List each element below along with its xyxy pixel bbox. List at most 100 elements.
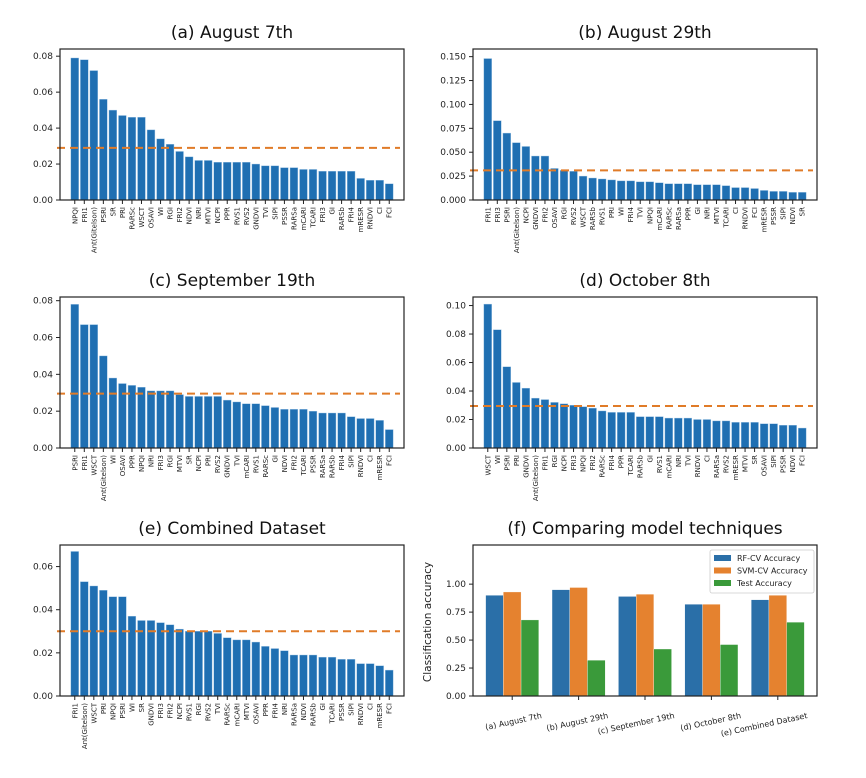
bar-ndvi — [185, 156, 194, 201]
x-tick-label: PPR — [128, 455, 136, 468]
x-tick-label: RVS1 — [186, 703, 194, 721]
x-tick-label: FRI3 — [319, 207, 327, 222]
x-tick-label: SIPI — [770, 455, 778, 468]
y-tick-label: 0.00 — [33, 196, 53, 206]
x-tick-label: RARSc — [599, 455, 607, 478]
y-tick-label: 0.25 — [446, 664, 466, 674]
legend-label: RF-CV Accuracy — [737, 554, 800, 563]
plot-frame — [59, 296, 405, 449]
bar-npqi — [645, 181, 654, 201]
x-tick-label: PRI — [205, 455, 213, 466]
bar-rarsa — [674, 183, 683, 201]
bar-osavi — [146, 129, 156, 201]
bar-rf-cv-accuracy-3 — [618, 596, 637, 697]
bar-mcari — [242, 403, 251, 449]
x-tick-label: RARSc — [128, 207, 136, 230]
bar-tvi — [232, 401, 241, 449]
bar-fci — [385, 183, 394, 201]
x-tick-label: PPR — [684, 207, 692, 220]
x-tick-label: GNDVI — [522, 455, 530, 478]
panel-c-september-19th: (c) September 19th 0.00 0.02 0.04 0.06 0.08 P… — [33, 271, 405, 501]
bar-wsct — [578, 175, 588, 201]
x-tick-label: WI — [494, 455, 502, 464]
x-tick-label: WSCT — [138, 206, 146, 227]
x-tick-label: RNDVI — [357, 703, 365, 725]
bar-mcari — [299, 169, 308, 201]
bar-osavi — [760, 423, 769, 449]
x-tick-label: PPR — [224, 207, 232, 220]
bar-mtvi — [204, 160, 213, 201]
x-tick-label: FRI1 — [81, 207, 89, 222]
x-tick-label: CI — [367, 455, 375, 462]
plot-frame — [472, 544, 818, 697]
x-tick-label: RGI — [551, 455, 559, 467]
bar-mresr — [375, 420, 384, 449]
x-tick-label: FRI4 — [608, 454, 616, 470]
bar-fri4 — [626, 180, 635, 201]
x-tick-label: NRI — [675, 455, 683, 467]
bar-rvs1 — [598, 178, 607, 201]
bar-fri1 — [70, 551, 79, 697]
x-tick-label: NRI — [281, 703, 289, 715]
bar-gndvi — [531, 155, 540, 201]
panel-title: (a) August 7th — [171, 23, 293, 43]
bar-rndvi — [693, 419, 702, 449]
x-tick-label: RVS2 — [243, 207, 251, 225]
x-tick-label: Ant(Gitelson) — [90, 207, 98, 253]
x-tick-label: FRI2 — [589, 455, 597, 470]
bar-mtvi — [175, 394, 184, 449]
x-tick-label: RARSc — [665, 207, 673, 230]
x-tick-label: FRI1 — [484, 207, 492, 222]
bar-npqi — [137, 387, 146, 449]
panel-d-october-8th: (d) October 8th 0.00 0.02 0.04 0.06 0.08 0.10… — [446, 271, 818, 501]
x-tick-label: PSSR — [310, 455, 318, 473]
bar-fri1 — [80, 59, 89, 201]
bar-sipi — [779, 191, 788, 201]
x-tick-label: RARSb — [310, 702, 318, 726]
bar-pri — [99, 590, 108, 697]
bar-sr — [108, 109, 117, 201]
bar-ndvi — [280, 409, 289, 449]
x-tick-label: NCPI — [176, 703, 184, 719]
x-tick-label: (c) September 19th — [597, 711, 676, 736]
bar-ppr — [223, 162, 232, 201]
bar-rf-cv-accuracy-5 — [751, 599, 770, 697]
x-tick-label: TCARI — [723, 207, 731, 228]
x-tick-label: TVI — [233, 455, 241, 467]
bar-rvs1 — [655, 416, 664, 449]
y-tick-label: 0.04 — [33, 606, 53, 616]
bar-mresr — [356, 178, 365, 201]
x-tick-label: SR — [138, 703, 146, 712]
x-tick-label: mRESR — [376, 455, 384, 481]
x-tick-label: FRI1 — [81, 455, 89, 470]
bar-rarsc — [598, 410, 607, 449]
x-tick-label: SR — [109, 207, 117, 216]
x-tick-label: RARSb — [637, 454, 645, 478]
x-tick-label: mCARI — [300, 207, 308, 230]
y-tick-label: 0.06 — [33, 563, 53, 573]
bar-osavi — [251, 641, 260, 697]
bar-nri — [146, 390, 156, 449]
x-tick-label: NDVI — [789, 207, 797, 224]
y-tick-label: 0.125 — [440, 77, 466, 87]
bar-mtvi — [740, 422, 750, 449]
x-tick-label: mCARI — [665, 455, 673, 478]
bar-rarsb — [636, 416, 645, 449]
bar-ncpi — [175, 628, 184, 697]
y-axis-label: Classification accuracy — [422, 562, 434, 682]
x-tick-label: RVS1 — [599, 207, 607, 225]
x-tick-label: OSAVI — [148, 207, 156, 228]
x-tick-label: RGI — [561, 207, 569, 219]
x-tick-label: PSRI — [503, 207, 511, 223]
x-tick-label: RVS2 — [570, 207, 578, 225]
bar-rndvi — [366, 180, 375, 201]
bar-tcari — [299, 409, 308, 449]
x-tick-label: NDVI — [281, 455, 289, 472]
bar-rarsb — [308, 654, 318, 697]
x-tick-label: FCI — [386, 455, 394, 466]
bar-ncpi — [194, 396, 203, 449]
plot-frame — [472, 48, 818, 201]
bar-fri3 — [156, 390, 165, 449]
y-tick-label: 0.075 — [440, 124, 466, 134]
x-tick-label: mRESR — [376, 703, 384, 729]
